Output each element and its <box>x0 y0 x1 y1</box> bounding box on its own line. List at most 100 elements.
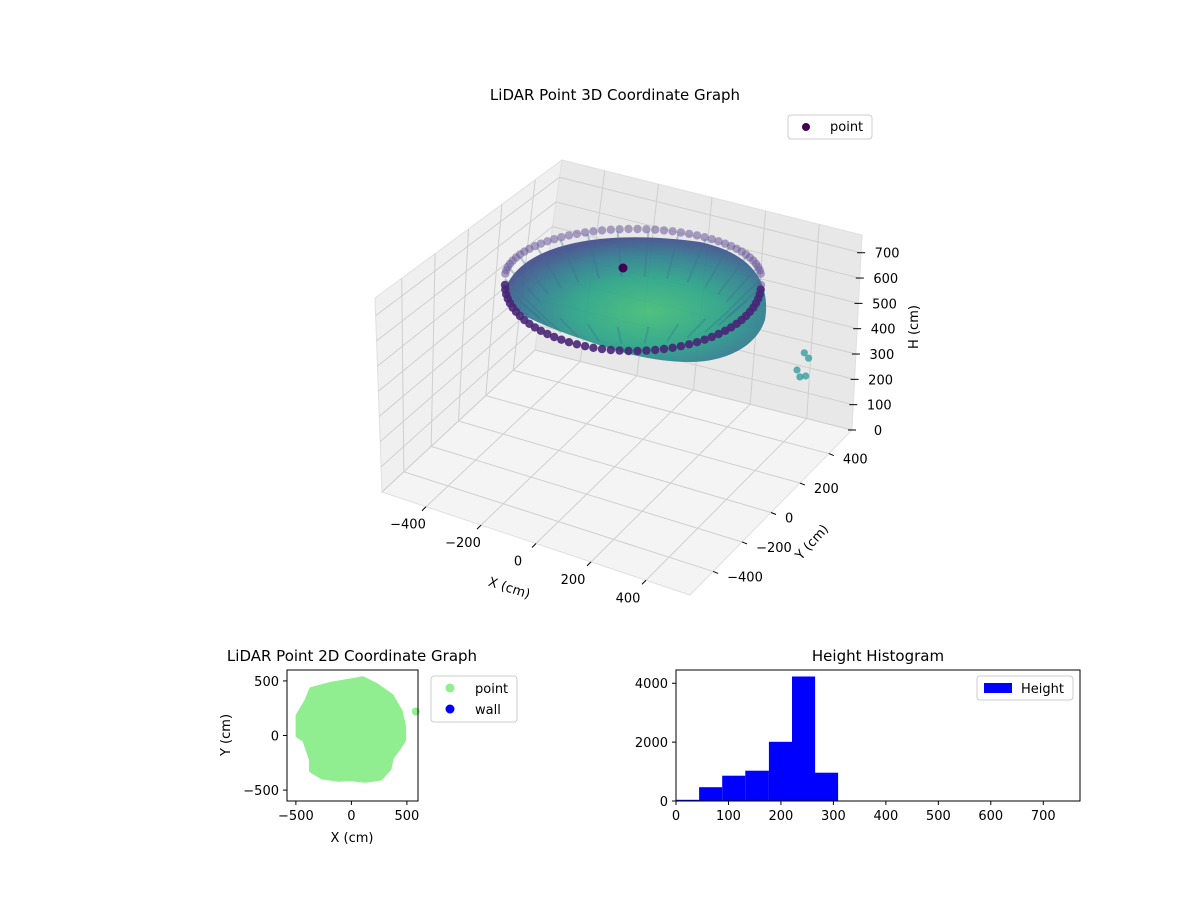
histogram-legend-label: Height <box>1021 682 1064 697</box>
rim-point <box>557 335 566 344</box>
grid-line-y <box>403 471 714 572</box>
bowl-wall-line <box>616 326 623 344</box>
bowl-wall-line <box>586 233 600 279</box>
rim-point <box>684 340 694 349</box>
bowl-wall-line <box>666 323 680 342</box>
bowl-wall-line <box>536 246 562 289</box>
histogram-x-tick-label: 0 <box>672 809 680 824</box>
histogram-x-tick-label: 600 <box>978 809 1003 824</box>
y-tick-label-3d: −200 <box>756 541 792 556</box>
grid-line-z <box>559 176 862 254</box>
grid-line-y-wall <box>458 228 469 422</box>
chart-3d: LiDAR Point 3D Coordinate Graph −400 −200… <box>374 86 922 606</box>
rim-point <box>615 225 624 234</box>
rim-point <box>676 228 686 237</box>
rim-point <box>543 237 552 246</box>
bowl-wall-line <box>586 323 600 342</box>
y-tick-label-3d: −400 <box>727 570 763 585</box>
rim-point <box>606 345 615 355</box>
rim-point <box>500 280 510 290</box>
legend-3d-marker <box>802 123 810 131</box>
rim-point <box>659 344 669 354</box>
bowl-wall-line <box>717 300 747 327</box>
y-tick-mark-3d <box>828 453 835 457</box>
bowl-wall-line <box>518 256 549 296</box>
histogram-x-tick-label: 700 <box>1031 809 1056 824</box>
legend-3d-frame <box>787 114 873 140</box>
bowl-wall-line <box>728 278 762 311</box>
rim-point <box>676 342 686 351</box>
x-tick-mark-3d <box>421 506 427 512</box>
x-tick-label-3d: 400 <box>616 591 641 606</box>
bowl-wall-line <box>704 310 730 334</box>
bowl-wall-line <box>725 266 759 303</box>
histogram-bar <box>722 775 746 801</box>
x-tick-label-2d: 0 <box>347 809 355 824</box>
histogram-x-tick-label: 100 <box>716 809 741 824</box>
rim-point <box>714 237 723 246</box>
rim-point <box>642 225 651 234</box>
rim-point <box>684 229 694 239</box>
histogram-x-tick-label: 500 <box>926 809 951 824</box>
chart-histogram: Height Histogram 0 100 200 300 400 500 600 700 … <box>635 647 1081 824</box>
legend-3d: point <box>787 114 873 140</box>
bowl-wall-line <box>704 246 730 289</box>
histogram-y-tick-label: 4000 <box>635 677 668 692</box>
rim-point <box>668 227 677 236</box>
grid-line-y-wall <box>401 278 405 472</box>
rim-points <box>500 224 766 356</box>
bowl-wall-line <box>717 256 748 296</box>
histogram-y-tick-label: 0 <box>660 795 668 810</box>
rim-point <box>651 345 660 355</box>
series-point-cloud <box>500 224 813 381</box>
x-axis-2d-label: X (cm) <box>331 831 374 846</box>
grid-line-y <box>485 395 801 484</box>
rim-point <box>580 228 590 237</box>
rim-point <box>543 329 552 339</box>
rim-point <box>572 229 582 239</box>
bowl-wall-line <box>643 231 650 277</box>
x-tick-label-3d: 200 <box>561 573 586 588</box>
z-tick-label-3d: 700 <box>875 247 900 262</box>
rim-point <box>707 332 716 342</box>
outlier-points <box>793 349 813 381</box>
legend-2d: point wall <box>430 675 518 723</box>
x-tick-label-3d: −400 <box>390 518 426 533</box>
rim-point <box>633 224 642 234</box>
grid-line-y <box>513 369 829 455</box>
x-axis-2d: −500 0 500 <box>278 801 419 824</box>
legend-2d-marker-point <box>445 683 455 693</box>
histogram-legend: Height <box>976 675 1074 701</box>
rim-point <box>597 226 607 235</box>
rim-point <box>720 326 730 335</box>
bowl-wall-line <box>725 289 758 319</box>
rim-point <box>624 224 633 234</box>
y-tick-label-2d: 500 <box>254 675 279 690</box>
histogram-bar <box>815 772 839 801</box>
rim-point <box>589 227 598 236</box>
y-tick-label-2d: −500 <box>243 784 279 799</box>
histogram-x-tick-label: 400 <box>873 809 898 824</box>
bowl-surface <box>505 237 767 362</box>
rim-point <box>606 225 615 234</box>
y-tick-mark-3d <box>770 512 777 515</box>
histogram-bars <box>676 676 1080 801</box>
y-tick-label-2d: 0 <box>271 730 279 745</box>
bowl-wall-line <box>559 239 580 283</box>
grid-line-z-left <box>379 300 543 442</box>
rim-point <box>557 233 566 242</box>
outlier-point <box>793 366 801 374</box>
histogram-bar <box>745 770 769 801</box>
histogram-bar <box>792 676 816 801</box>
z-tick-label-3d: 500 <box>872 297 897 312</box>
outlier-point-2d <box>411 707 420 716</box>
histogram-frame <box>675 669 1081 802</box>
bowl-wall-line <box>519 300 549 327</box>
rim-point <box>589 343 598 352</box>
rim-point <box>651 225 660 234</box>
rim-point <box>597 344 607 354</box>
bowl-wall-line <box>643 326 650 344</box>
histogram-bar <box>699 787 723 801</box>
histogram-y-tick-label: 2000 <box>635 736 668 751</box>
rim-point <box>659 226 669 235</box>
